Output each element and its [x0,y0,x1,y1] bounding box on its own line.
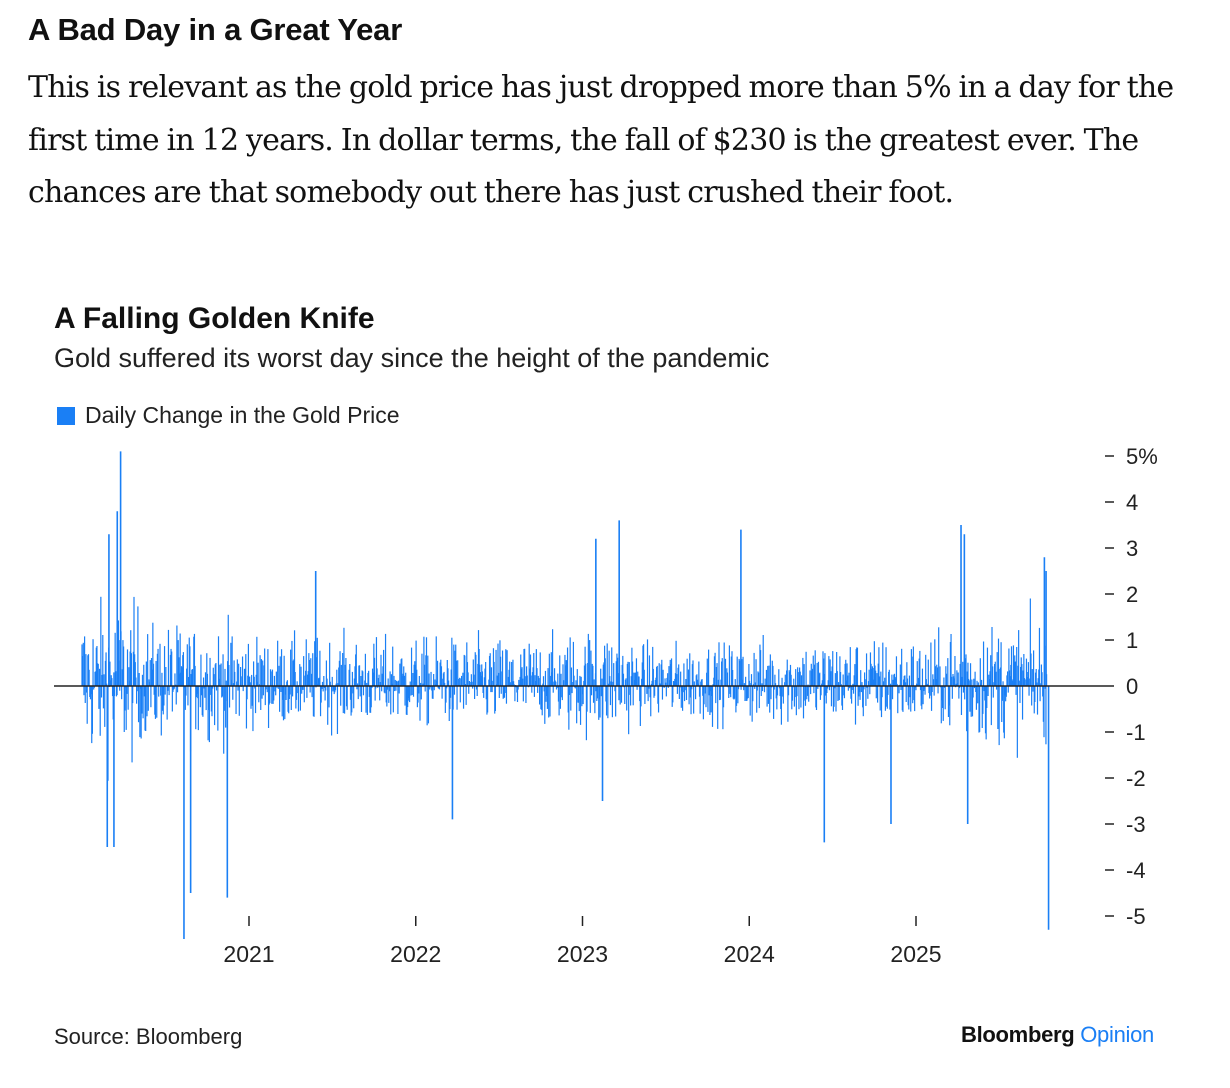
brand-logo: Bloomberg Opinion [961,1022,1154,1048]
y-tick-label: 2 [1126,582,1138,607]
x-tick-label: 2022 [390,941,441,967]
legend-swatch [57,406,75,425]
y-tick-label: 0 [1126,674,1138,699]
y-tick-label: -4 [1126,858,1146,883]
x-tick-label: 2021 [223,941,274,967]
brand-accent: Opinion [1080,1022,1154,1047]
y-tick-label: -3 [1126,812,1146,837]
x-tick-label: 2025 [890,941,941,967]
y-tick-label: -2 [1126,766,1146,791]
y-tick-label: 1 [1126,628,1138,653]
y-tick-label: -1 [1126,720,1146,745]
x-tick-label: 2024 [724,941,775,967]
y-tick-label: -5 [1126,904,1146,929]
article-paragraph: This is relevant as the gold price has j… [28,70,1174,210]
y-tick-label: 5% [1126,444,1158,469]
chart-legend: Daily Change in the Gold Price [57,402,400,429]
source-note: Source: Bloomberg [54,1024,243,1049]
chart-title: A Falling Golden Knife [54,302,375,335]
y-tick-label: 3 [1126,536,1138,561]
brand-primary: Bloomberg [961,1022,1075,1047]
chart-subtitle: Gold suffered its worst day since the he… [54,343,770,373]
article-heading: A Bad Day in a Great Year [28,12,403,47]
y-tick-label: 4 [1126,490,1138,515]
bars-group [81,596,1048,781]
chart-plot: 5% 4 3 2 1 0 -1 -2 -3 -4 -5 2021 2022 2023 2024 2025 [54,444,1158,967]
x-tick-label: 2023 [557,941,608,967]
legend-label: Daily Change in the Gold Price [85,402,400,428]
